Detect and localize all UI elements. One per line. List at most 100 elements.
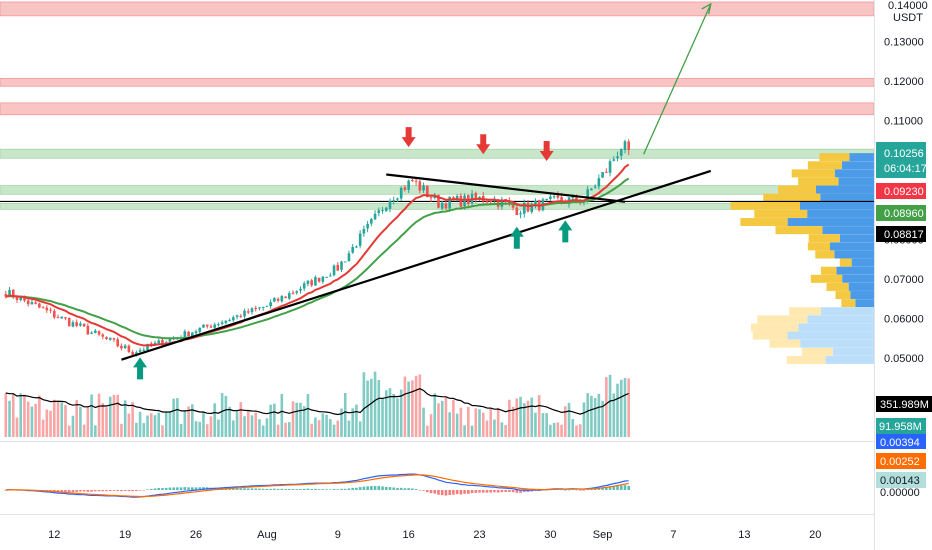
vp-bar-yellow	[801, 347, 833, 356]
volume-bar	[343, 392, 347, 437]
vp-bar-yellow	[815, 250, 835, 259]
candle-body	[399, 187, 403, 199]
volume-bar	[295, 402, 299, 437]
volume-bar	[138, 411, 142, 437]
macd-histogram-bar	[120, 490, 123, 492]
volume-bar	[4, 392, 8, 437]
volume-bar	[41, 419, 45, 437]
volume-bar	[425, 425, 429, 437]
volume-bar	[433, 393, 437, 437]
volume-bar	[56, 400, 60, 437]
macd-histogram-bar	[79, 490, 82, 492]
candle-body	[534, 200, 537, 205]
price-tick-label: 0.12000	[884, 76, 924, 88]
volume-bar	[567, 402, 571, 437]
vp-bar-blue	[820, 193, 874, 202]
macd-histogram-bar	[153, 488, 157, 490]
volume-bar	[108, 396, 112, 437]
macd-histogram-bar	[258, 488, 261, 490]
volume-bar	[127, 413, 131, 437]
macd-histogram-bar	[340, 488, 343, 490]
vp-bar-yellow	[820, 266, 837, 275]
volume-bar	[384, 390, 388, 437]
candle-body	[519, 213, 522, 215]
volume-bar	[616, 383, 619, 437]
candle-body	[26, 300, 30, 305]
volume-bar	[246, 411, 250, 437]
macd-histogram-bar	[168, 487, 172, 490]
candle-body	[224, 320, 228, 323]
macd-histogram-bar	[515, 490, 519, 493]
volume-bar	[161, 425, 164, 437]
vp-bar-yellow	[810, 274, 843, 283]
candle-body	[153, 342, 157, 345]
candle-body	[302, 283, 306, 289]
volume-bar	[243, 416, 246, 437]
candle-body	[366, 223, 369, 229]
volume-bar	[86, 407, 90, 437]
vp-bar-blue	[849, 153, 874, 162]
macd-histogram-bar	[452, 490, 455, 495]
candle-body	[347, 253, 351, 262]
volume-bar	[578, 424, 582, 437]
candle-body	[254, 307, 258, 309]
candle-body	[75, 322, 78, 326]
macd-histogram-bar	[597, 487, 601, 490]
volume-bar	[191, 404, 194, 437]
volume-bar	[601, 400, 604, 437]
macd-histogram-bar	[590, 489, 593, 490]
macd-histogram-bar	[571, 489, 575, 491]
candle-body	[448, 196, 451, 209]
candle-body	[586, 189, 589, 200]
macd-line-tag-bg	[876, 434, 926, 449]
macd-histogram-bar	[455, 490, 459, 495]
candle-body	[213, 324, 216, 328]
volume-bar	[310, 423, 313, 437]
candle-body	[60, 316, 64, 319]
candle-body	[71, 322, 75, 327]
candle-body	[284, 296, 287, 299]
macd-histogram-bar	[564, 489, 567, 491]
volume-bar	[317, 420, 321, 437]
volume-bar	[549, 424, 552, 437]
macd-histogram-bar	[246, 488, 250, 490]
trendlines[interactable]	[121, 2, 712, 361]
volume-bar	[605, 377, 608, 437]
resistance-trendline	[386, 173, 626, 203]
volume-bar	[176, 398, 179, 437]
candle-body	[232, 317, 235, 321]
up-arrow-icon	[509, 226, 524, 249]
volume-ma-line	[5, 388, 629, 416]
date-tick-label: Aug	[257, 529, 277, 541]
vp-bar-yellow	[786, 355, 826, 364]
candle-body	[403, 187, 407, 190]
vp-bar-yellow	[835, 291, 851, 300]
volume-bar	[358, 421, 362, 437]
candle-body	[358, 233, 362, 246]
countdown-value: 06:04:17	[884, 163, 927, 175]
candle-body	[336, 264, 340, 271]
macd-histogram-bar	[172, 487, 175, 490]
volume-bar	[217, 419, 220, 437]
vp-bar-blue	[815, 185, 874, 194]
candle-body	[101, 334, 105, 337]
macd-histogram-bar	[116, 490, 119, 492]
volume-bar	[392, 393, 396, 437]
volume-bar	[467, 406, 470, 437]
volume-bar	[452, 399, 455, 437]
last-price-tag: 0.10256 06:04:17	[876, 142, 927, 178]
volume-bar	[228, 406, 231, 437]
candle-body	[597, 178, 601, 187]
macd-histogram-bar	[519, 490, 522, 493]
time-axis[interactable]: 12 19 26 Aug 9 16 23 30 Sep 7 13 20	[48, 529, 821, 541]
vp-bar-blue	[799, 201, 874, 210]
volume-bar	[534, 412, 537, 437]
price-tick-label: 0.11000	[884, 116, 923, 128]
volume-bar	[220, 393, 224, 437]
volume-bar	[19, 393, 23, 437]
candle-body	[243, 310, 246, 317]
price-tick-label: 0.06000	[884, 314, 924, 326]
candle-body	[209, 326, 213, 328]
volume-bar	[149, 413, 153, 437]
